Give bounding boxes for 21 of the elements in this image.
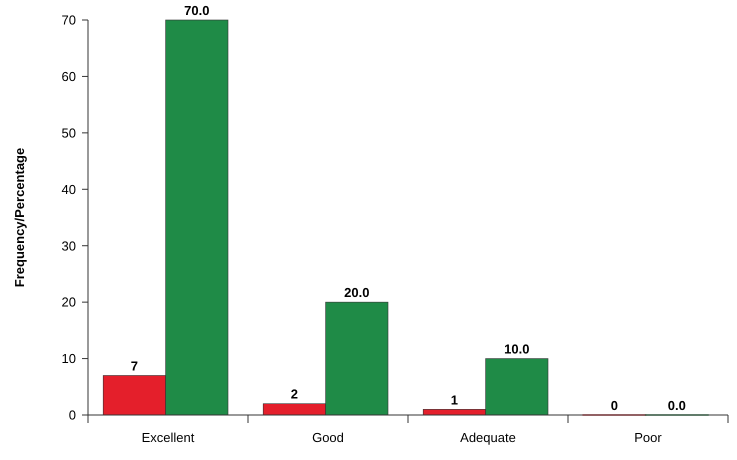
- data-label: 10.0: [504, 342, 530, 357]
- x-tick-label: Poor: [634, 430, 662, 445]
- y-tick-label: 10: [62, 351, 76, 366]
- data-label: 20.0: [344, 285, 370, 300]
- data-label: 70.0: [184, 3, 210, 18]
- data-label: 0.0: [668, 398, 686, 413]
- y-tick-label: 40: [62, 182, 76, 197]
- data-label: 2: [290, 386, 298, 402]
- data-label: 0: [610, 398, 618, 413]
- x-tick-label: Adequate: [460, 430, 516, 445]
- x-tick-label: Excellent: [142, 430, 195, 445]
- y-axis-title: Frequency/Percentage: [12, 148, 27, 288]
- y-tick-label: 50: [62, 125, 76, 140]
- y-tick-label: 70: [62, 12, 76, 28]
- data-label: 1: [450, 392, 458, 408]
- y-tick-label: 60: [62, 68, 76, 84]
- y-tick-label: 30: [62, 238, 76, 254]
- data-label: 7: [130, 358, 138, 374]
- y-tick-label: 0: [68, 408, 76, 423]
- x-tick-label: Good: [312, 430, 344, 445]
- y-tick-label: 20: [62, 294, 76, 310]
